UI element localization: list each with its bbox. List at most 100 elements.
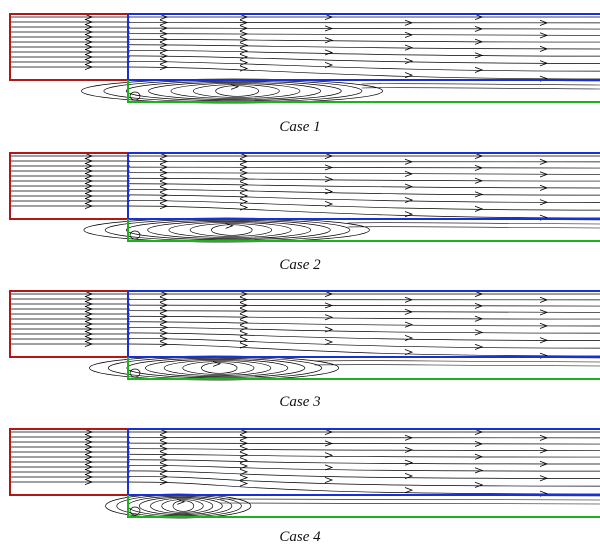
channel-streamline xyxy=(127,200,600,211)
flow-arrow xyxy=(324,176,334,183)
flow-arrow xyxy=(324,49,334,56)
eddy-streamline xyxy=(192,84,280,98)
flow-arrow xyxy=(84,193,94,199)
flow-arrow xyxy=(84,459,94,465)
flow-arrow xyxy=(324,164,334,171)
flow-arrow xyxy=(159,41,169,48)
reattached-streamline xyxy=(347,226,600,229)
flow-arrow xyxy=(159,324,169,331)
flow-arrow xyxy=(239,14,249,20)
flow-arrow xyxy=(159,440,169,447)
streamline-group xyxy=(10,429,600,519)
flow-arrow xyxy=(84,301,94,307)
corner-eddy xyxy=(129,230,141,240)
flow-arrow xyxy=(324,302,334,309)
eddy-streamline xyxy=(145,358,289,378)
flow-arrow xyxy=(474,177,484,184)
flow-arrow xyxy=(539,32,549,39)
flow-arrow xyxy=(474,66,484,73)
eddy-streamline xyxy=(211,224,253,236)
flow-arrow xyxy=(539,475,549,482)
flow-arrow xyxy=(474,14,484,20)
flow-arrow xyxy=(159,479,169,486)
channel-streamline xyxy=(127,338,600,349)
flow-arrow xyxy=(239,291,249,297)
flow-arrow xyxy=(84,429,94,435)
flow-arrow xyxy=(324,14,334,20)
channel-streamline xyxy=(127,205,600,219)
channel-streamline xyxy=(127,27,600,30)
eddy-arrow xyxy=(212,360,222,367)
eddy-streamline xyxy=(138,496,223,516)
flow-arrow xyxy=(159,58,169,65)
flow-arrow xyxy=(239,463,249,470)
eddy-streamline xyxy=(168,222,292,238)
eddy-streamline xyxy=(127,495,233,517)
channel-streamline xyxy=(127,33,600,36)
flow-arrow xyxy=(474,329,484,336)
flow-arrow xyxy=(159,14,169,20)
flow-arrow xyxy=(539,447,549,454)
flow-arrow xyxy=(84,158,94,164)
flow-arrow xyxy=(239,19,249,26)
channel-streamline xyxy=(127,453,600,458)
flow-arrow xyxy=(159,473,169,480)
flow-arrow xyxy=(159,164,169,171)
flow-arrow xyxy=(539,434,549,441)
eddy-arrow xyxy=(225,222,234,229)
flow-arrow xyxy=(159,341,169,348)
channel-streamline xyxy=(127,172,600,175)
flow-arrow xyxy=(84,434,94,440)
flow-arrow xyxy=(159,153,169,159)
flow-arrow xyxy=(404,44,414,51)
flow-arrow xyxy=(239,336,249,343)
flow-arrow xyxy=(159,313,169,320)
channel-streamline xyxy=(127,326,600,334)
channel-streamline xyxy=(127,459,600,465)
flow-arrow xyxy=(84,34,94,40)
flow-arrow xyxy=(84,291,94,297)
flow-arrow xyxy=(84,203,94,209)
flow-arrow xyxy=(404,170,414,177)
flow-arrow xyxy=(159,445,169,452)
flow-arrow xyxy=(84,439,94,445)
flow-arrow xyxy=(404,487,414,494)
cavity-boundary xyxy=(127,80,600,103)
flow-arrow xyxy=(84,316,94,322)
flow-arrow xyxy=(539,45,549,52)
eddy-streamline xyxy=(201,362,238,374)
case-1-caption: Case 1 xyxy=(279,119,321,135)
flow-arrow xyxy=(239,53,249,60)
cavity-boundary xyxy=(127,219,600,242)
eddy-streamline xyxy=(147,220,312,240)
flow-arrow xyxy=(474,52,484,59)
eddy-streamline xyxy=(215,85,260,97)
flow-arrow xyxy=(324,477,334,483)
flow-arrow xyxy=(159,291,169,297)
flow-arrow xyxy=(239,59,249,66)
reattached-streamline xyxy=(314,360,600,363)
flow-arrow xyxy=(404,321,414,328)
corner-eddy xyxy=(129,368,141,378)
reattached-streamline xyxy=(347,222,600,225)
flow-arrow xyxy=(324,153,334,159)
flow-arrow xyxy=(324,62,334,68)
flow-arrow xyxy=(474,205,484,212)
channel-streamline xyxy=(127,464,600,472)
flow-arrow xyxy=(324,339,334,345)
flow-arrow xyxy=(159,64,169,71)
flow-arrow xyxy=(239,313,249,320)
flow-arrow xyxy=(159,296,169,303)
flow-arrow xyxy=(324,452,334,459)
case-3-caption: Case 3 xyxy=(279,394,321,410)
channel-streamline xyxy=(127,448,600,451)
channel-streamline xyxy=(127,343,600,357)
channel-streamline xyxy=(127,66,600,80)
flow-arrow xyxy=(84,54,94,60)
flow-arrow xyxy=(404,335,414,342)
case-4-panel xyxy=(0,425,600,530)
flow-arrow xyxy=(474,440,484,447)
channel-streamline xyxy=(127,321,600,327)
flow-arrow xyxy=(84,331,94,337)
flow-arrow xyxy=(239,30,249,37)
